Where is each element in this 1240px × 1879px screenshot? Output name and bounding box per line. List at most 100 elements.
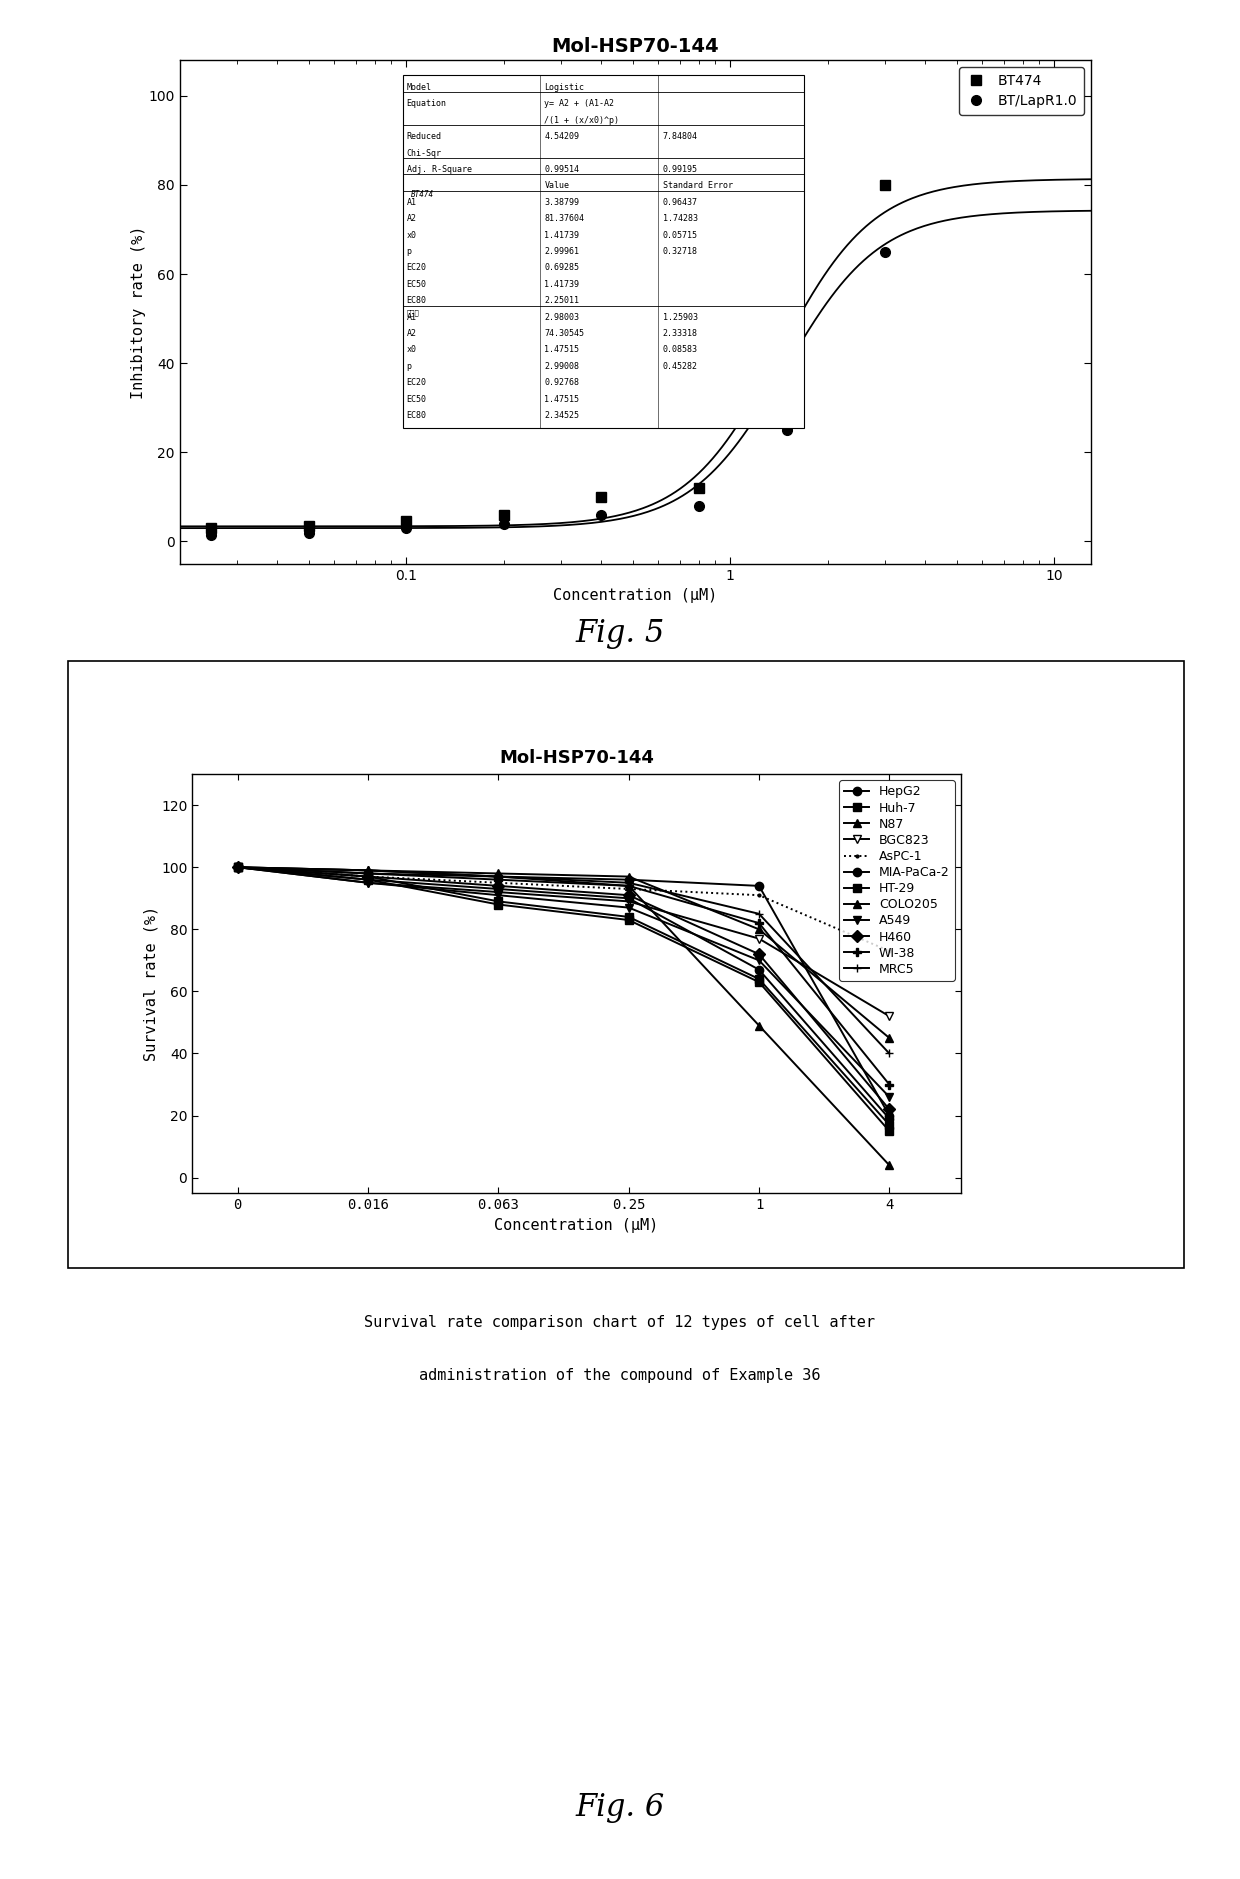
Text: 2.34525: 2.34525 (544, 412, 579, 419)
N87 (882, 1026, 897, 1048)
Text: 押点帮: 押点帮 (407, 310, 419, 316)
HT-29 (231, 857, 246, 879)
Text: 4.54209: 4.54209 (544, 132, 579, 141)
Huh-7 (751, 968, 766, 990)
A549 (231, 857, 246, 879)
WI-38 (751, 911, 766, 934)
MIA-PaCa-2 (621, 887, 636, 909)
Text: A1: A1 (407, 312, 417, 321)
Title: Mol-HSP70-144: Mol-HSP70-144 (552, 38, 719, 56)
Text: 1.47515: 1.47515 (544, 395, 579, 404)
HepG2 (491, 866, 506, 889)
X-axis label: Concentration (μM): Concentration (μM) (495, 1218, 658, 1233)
A549 (621, 896, 636, 919)
Text: p: p (407, 363, 412, 370)
Text: Chi-Sqr: Chi-Sqr (407, 148, 441, 158)
BGC823 (751, 928, 766, 951)
WI-38 (491, 868, 506, 891)
Text: 2.98003: 2.98003 (544, 312, 579, 321)
BT474 (301, 515, 316, 537)
Text: Standard Error: Standard Error (663, 182, 733, 190)
Text: Reduced: Reduced (407, 132, 441, 141)
BT474 (692, 477, 707, 500)
BT/LapR1.0 (878, 241, 893, 263)
Text: Equation: Equation (407, 100, 446, 109)
Text: EC50: EC50 (407, 280, 427, 289)
BT474 (780, 396, 795, 419)
BT/LapR1.0 (692, 494, 707, 517)
Line: MIA-PaCa-2: MIA-PaCa-2 (233, 862, 894, 1124)
Text: BT474: BT474 (412, 190, 434, 199)
Text: 0.99195: 0.99195 (663, 165, 698, 175)
Huh-7 (361, 866, 376, 889)
BGC823 (231, 857, 246, 879)
MIA-PaCa-2 (231, 857, 246, 879)
MIA-PaCa-2 (361, 868, 376, 891)
COLO205 (491, 866, 506, 889)
Title: Mol-HSP70-144: Mol-HSP70-144 (500, 750, 653, 767)
Text: 1.41739: 1.41739 (544, 231, 579, 241)
Text: 81.37604: 81.37604 (544, 214, 584, 224)
MRC5 (882, 1043, 897, 1065)
Text: Fig. 5: Fig. 5 (575, 618, 665, 648)
WI-38 (361, 862, 376, 885)
HT-29 (882, 1120, 897, 1142)
Huh-7 (231, 857, 246, 879)
Line: HT-29: HT-29 (233, 862, 894, 1135)
X-axis label: Concentration (μM): Concentration (μM) (553, 588, 718, 603)
Text: Fig. 6: Fig. 6 (575, 1793, 665, 1823)
N87 (751, 919, 766, 941)
Text: 1.41739: 1.41739 (544, 280, 579, 289)
BT/LapR1.0 (594, 504, 609, 526)
Legend: HepG2, Huh-7, N87, BGC823, AsPC-1, MIA-PaCa-2, HT-29, COLO205, A549, H460, WI-38: HepG2, Huh-7, N87, BGC823, AsPC-1, MIA-P… (839, 780, 955, 981)
A549 (751, 949, 766, 971)
AsPC-1 (621, 877, 636, 900)
BT/LapR1.0 (780, 419, 795, 442)
Line: H460: H460 (233, 862, 894, 1114)
N87 (491, 862, 506, 885)
HepG2 (882, 1105, 897, 1127)
Text: 0.92768: 0.92768 (544, 378, 579, 387)
Text: y= A2 + (A1-A2: y= A2 + (A1-A2 (544, 100, 614, 109)
Huh-7 (491, 891, 506, 913)
HT-29 (491, 893, 506, 915)
Text: Survival rate comparison chart of 12 types of cell after: Survival rate comparison chart of 12 typ… (365, 1315, 875, 1330)
A549 (491, 883, 506, 906)
Line: WI-38: WI-38 (233, 862, 894, 1088)
Text: 0.05715: 0.05715 (663, 231, 698, 241)
BT474 (496, 504, 511, 526)
Line: BGC823: BGC823 (233, 862, 894, 1020)
Text: 0.08583: 0.08583 (663, 346, 698, 355)
MRC5 (491, 866, 506, 889)
HT-29 (361, 868, 376, 891)
N87 (621, 866, 636, 889)
Text: 7.84804: 7.84804 (663, 132, 698, 141)
Line: Huh-7: Huh-7 (233, 862, 894, 1129)
Text: 0.32718: 0.32718 (663, 246, 698, 256)
COLO205 (751, 1015, 766, 1037)
H460 (491, 874, 506, 896)
Y-axis label: Survival rate (%): Survival rate (%) (143, 906, 159, 1062)
WI-38 (621, 874, 636, 896)
BT474 (878, 173, 893, 195)
A549 (361, 872, 376, 894)
COLO205 (361, 859, 376, 881)
Text: 3.38799: 3.38799 (544, 197, 579, 207)
HT-29 (751, 971, 766, 994)
BGC823 (491, 881, 506, 904)
N87 (361, 859, 376, 881)
Text: A1: A1 (407, 197, 417, 207)
BGC823 (882, 1005, 897, 1028)
Text: Value: Value (544, 182, 569, 190)
AsPC-1 (231, 857, 246, 879)
Huh-7 (882, 1114, 897, 1137)
Text: 2.99961: 2.99961 (544, 246, 579, 256)
BGC823 (621, 891, 636, 913)
Y-axis label: Inhibitory rate (%): Inhibitory rate (%) (130, 225, 146, 398)
A549 (882, 1086, 897, 1109)
Line: BT/LapR1.0: BT/LapR1.0 (206, 246, 890, 539)
Text: EC20: EC20 (407, 263, 427, 272)
AsPC-1 (751, 883, 766, 906)
Text: 1.25903: 1.25903 (663, 312, 698, 321)
MRC5 (361, 859, 376, 881)
